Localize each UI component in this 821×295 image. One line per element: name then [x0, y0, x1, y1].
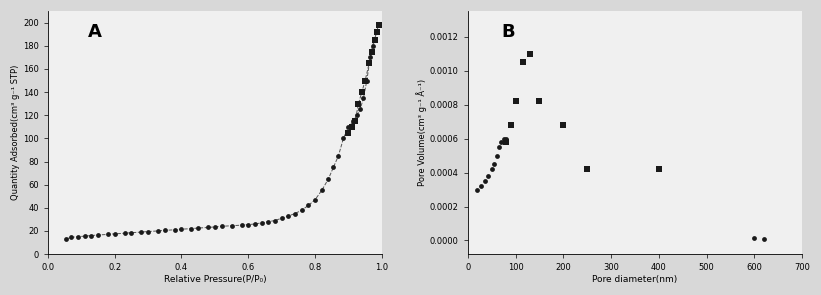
Point [485, 167, 498, 171]
Point [168, 227, 181, 232]
Point [342, 130, 355, 135]
Point [523, 51, 536, 56]
Point [365, 49, 378, 54]
Point [495, 140, 508, 144]
Point [141, 229, 154, 234]
Point [478, 179, 491, 183]
Point [268, 218, 282, 223]
Point [60, 237, 73, 241]
Point [370, 30, 383, 34]
Point [108, 232, 122, 236]
Point [288, 211, 301, 216]
Y-axis label: Quantity Adsorbed(cm³ g⁻¹ STP): Quantity Adsorbed(cm³ g⁻¹ STP) [11, 65, 20, 200]
Point [185, 226, 198, 231]
Point [175, 227, 188, 232]
Point [342, 124, 355, 129]
Point [372, 23, 385, 27]
Point [322, 176, 335, 181]
Point [347, 119, 360, 123]
Point [493, 145, 506, 149]
Point [360, 78, 374, 83]
Point [255, 220, 268, 225]
Point [327, 165, 340, 170]
Point [315, 188, 328, 193]
Point [125, 230, 138, 235]
Point [481, 173, 494, 178]
Point [295, 208, 308, 212]
Point [366, 43, 379, 48]
Point [191, 226, 204, 230]
Point [516, 60, 530, 64]
Point [355, 90, 369, 94]
Point [118, 231, 131, 236]
Point [372, 23, 385, 27]
Point [364, 55, 377, 60]
Point [302, 203, 315, 208]
Point [241, 222, 255, 227]
Point [151, 229, 164, 233]
Point [652, 167, 665, 171]
Point [351, 113, 364, 118]
Text: A: A [88, 23, 102, 41]
Point [363, 61, 376, 65]
Point [368, 38, 381, 42]
Point [475, 184, 488, 189]
Point [354, 107, 367, 112]
Point [282, 214, 295, 218]
Point [370, 30, 383, 34]
Point [509, 99, 522, 104]
Point [158, 228, 172, 233]
Point [748, 236, 761, 240]
Point [215, 224, 228, 229]
Point [504, 123, 517, 127]
Point [262, 219, 275, 224]
Point [488, 162, 501, 166]
Point [497, 136, 510, 141]
Point [275, 216, 288, 221]
Point [580, 167, 594, 171]
Point [65, 235, 78, 240]
Point [91, 233, 104, 237]
Point [78, 234, 91, 239]
Point [352, 101, 365, 106]
X-axis label: Relative Pressure(P/P₀): Relative Pressure(P/P₀) [163, 275, 266, 284]
Point [490, 153, 503, 158]
Point [309, 197, 322, 202]
Point [202, 225, 215, 230]
Point [557, 123, 570, 127]
Point [533, 99, 546, 104]
Point [85, 233, 98, 238]
Point [337, 136, 350, 141]
Point [332, 153, 345, 158]
X-axis label: Pore diameter(nm): Pore diameter(nm) [592, 275, 677, 284]
Point [349, 119, 362, 123]
Point [101, 232, 114, 237]
Point [345, 124, 358, 129]
Point [499, 136, 512, 141]
Point [471, 187, 484, 192]
Point [368, 38, 381, 42]
Point [71, 234, 85, 239]
Point [357, 96, 370, 100]
Point [235, 223, 248, 227]
Point [209, 224, 222, 229]
Point [225, 223, 238, 228]
Point [359, 78, 372, 83]
Point [135, 230, 148, 235]
Point [757, 237, 770, 242]
Point [499, 140, 512, 144]
Y-axis label: Pore Volume(cm³ g⁻¹ Å⁻¹): Pore Volume(cm³ g⁻¹ Å⁻¹) [416, 79, 427, 186]
Text: B: B [502, 23, 515, 41]
Point [248, 222, 261, 226]
